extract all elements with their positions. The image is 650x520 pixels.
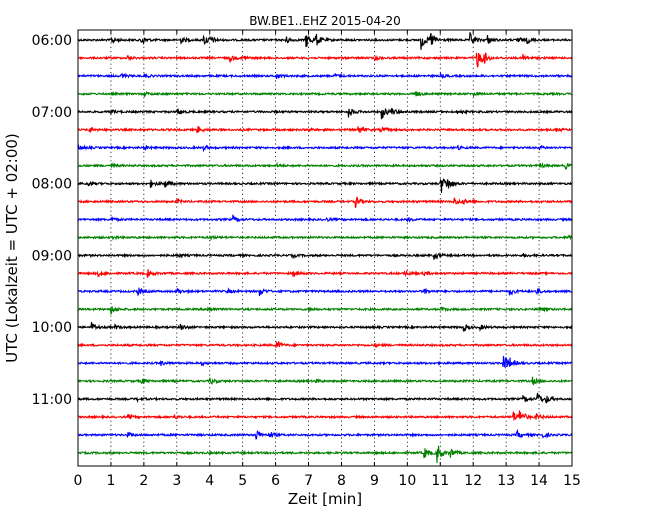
x-tick-label: 14 xyxy=(530,473,548,489)
seismic-trace xyxy=(77,305,573,316)
seismic-trace xyxy=(77,410,573,421)
seismic-trace xyxy=(77,143,573,153)
seismic-trace xyxy=(77,161,573,171)
seismic-trace xyxy=(77,125,573,134)
x-tick-label: 15 xyxy=(563,473,581,489)
seismic-trace xyxy=(77,445,573,464)
seismic-trace xyxy=(77,376,573,386)
seismic-traces xyxy=(77,32,573,464)
seismic-trace xyxy=(77,269,573,278)
seismic-trace xyxy=(77,428,573,440)
y-axis-ticks: 06:00 07:00 08:00 09:00 10:00 11:00 xyxy=(32,33,572,408)
seismic-trace xyxy=(77,32,573,50)
y-tick-label: 10:00 xyxy=(32,320,72,336)
x-axis-label: Zeit [min] xyxy=(288,490,362,508)
seismic-trace xyxy=(77,355,573,370)
x-tick-label: 8 xyxy=(337,473,346,489)
seismic-trace xyxy=(77,214,573,223)
x-tick-label: 9 xyxy=(370,473,379,489)
seismic-trace xyxy=(77,252,573,260)
x-axis-ticks: 0 1 2 3 4 5 6 7 8 9 10 11 12 13 14 15 xyxy=(74,30,581,489)
seismic-trace xyxy=(77,392,573,404)
y-tick-label: 08:00 xyxy=(32,177,72,193)
x-tick-label: 1 xyxy=(106,473,115,489)
x-tick-label: 3 xyxy=(172,473,181,489)
x-tick-label: 4 xyxy=(205,473,214,489)
x-tick-label: 12 xyxy=(464,473,482,489)
seismic-trace xyxy=(77,178,573,193)
x-tick-label: 2 xyxy=(139,473,148,489)
seismic-trace xyxy=(77,340,573,348)
seismic-trace xyxy=(77,71,573,80)
x-tick-label: 13 xyxy=(497,473,515,489)
seismic-trace xyxy=(77,287,573,297)
x-tick-label: 0 xyxy=(74,473,83,489)
plot-frame xyxy=(77,29,573,467)
chart-title: BW.BE1..EHZ 2015-04-20 xyxy=(249,14,401,28)
y-tick-label: 06:00 xyxy=(32,33,72,49)
seismic-trace xyxy=(77,196,573,208)
x-tick-label: 11 xyxy=(431,473,449,489)
x-tick-label: 6 xyxy=(271,473,280,489)
seismic-trace xyxy=(77,90,573,98)
seismic-trace xyxy=(77,108,573,120)
x-tick-label: 5 xyxy=(238,473,247,489)
x-tick-label: 7 xyxy=(304,473,313,489)
y-axis-label: UTC (Lokalzeit = UTC + 02:00) xyxy=(3,133,21,363)
seismic-trace xyxy=(77,234,573,242)
x-tick-label: 10 xyxy=(398,473,416,489)
y-tick-label: 11:00 xyxy=(32,392,72,408)
y-tick-label: 07:00 xyxy=(32,105,72,121)
seismic-trace xyxy=(77,52,573,69)
y-tick-label: 09:00 xyxy=(32,248,72,264)
seismic-trace xyxy=(77,322,573,333)
